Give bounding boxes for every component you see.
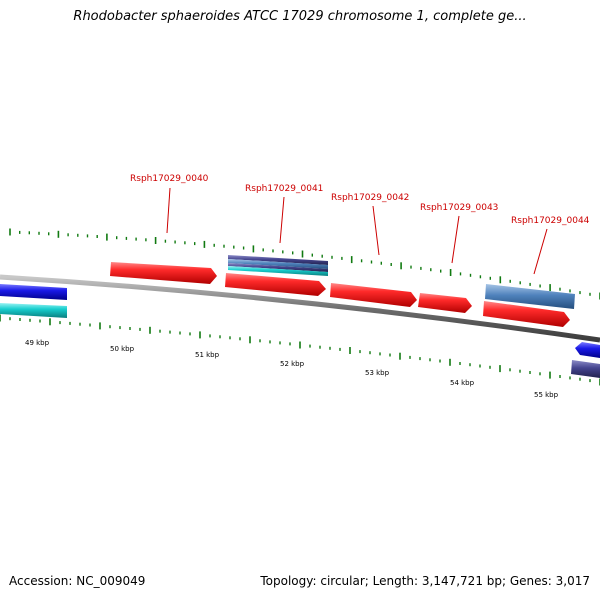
gene-label-0043[interactable]: Rsph17029_0043 [420, 203, 498, 213]
scale-label-51: 51 kbp [195, 351, 220, 359]
scale-label-50: 50 kbp [110, 345, 135, 353]
gene-label-0041[interactable]: Rsph17029_0041 [245, 184, 323, 194]
feature-navy-stack[interactable] [228, 255, 328, 265]
gene-label-0044[interactable]: Rsph17029_0044 [511, 216, 590, 226]
scale-label-49: 49 kbp [25, 339, 50, 347]
gene-label-0042[interactable]: Rsph17029_0042 [331, 193, 409, 203]
map-title: Rhodobacter sphaeroides ATCC 17029 chrom… [73, 9, 527, 24]
scale-label-55: 55 kbp [534, 391, 559, 399]
leader-line-0041 [279, 196, 285, 244]
topology-summary: Topology: circular; Length: 3,147,721 bp… [260, 574, 590, 588]
gene-rsph17029-0040[interactable] [110, 262, 217, 284]
feature-cyan-stack[interactable] [228, 266, 328, 276]
genome-backbone [0, 274, 600, 343]
scale-label-54: 54 kbp [450, 379, 475, 387]
inner-tick-ring [0, 314, 600, 386]
feature-cyan-left[interactable] [0, 303, 67, 318]
feature-steelblue-right[interactable] [485, 284, 575, 309]
leader-line-0042 [372, 205, 380, 256]
leader-line-0044 [533, 228, 548, 275]
outer-tick-ring [9, 228, 600, 300]
feature-blue-left[interactable] [0, 284, 67, 300]
gene-rsph17029-0042[interactable] [330, 283, 417, 307]
accession-text: Accession: NC_009049 [9, 574, 146, 588]
feature-navy-stack-2[interactable] [228, 263, 328, 272]
scale-label-53: 53 kbp [365, 369, 390, 377]
gene-rsph17029-0044[interactable] [483, 301, 570, 327]
feature-steel-stack[interactable] [228, 259, 328, 269]
leader-line-0043 [451, 215, 460, 264]
feature-navy-right[interactable] [571, 360, 600, 378]
gene-rsph17029-0041[interactable] [225, 273, 326, 296]
feature-blue-right[interactable] [575, 342, 600, 358]
scale-label-52: 52 kbp [280, 360, 305, 368]
gene-label-0040[interactable]: Rsph17029_0040 [130, 174, 209, 184]
leader-line-0040 [166, 187, 171, 234]
gene-rsph17029-0043[interactable] [418, 293, 472, 313]
